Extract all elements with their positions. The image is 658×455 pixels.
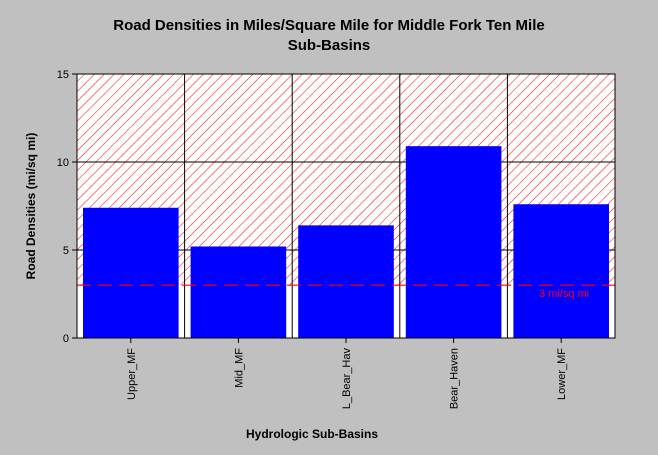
y-tick-label: 10 [57, 157, 69, 169]
bar-mid-mf [190, 246, 287, 338]
y-tick-label: 15 [57, 69, 69, 81]
x-tick-label: Mid_MF [233, 348, 245, 388]
threshold-label: 3 mi/sq mi [539, 288, 589, 300]
x-axis-ticks: Upper_MF Mid_MF L_Bear_Hav Bear_Haven Lower_… [126, 338, 568, 409]
y-axis-label: Road Densities (mi/sq mi) [24, 133, 38, 280]
y-tick-label: 0 [63, 333, 69, 345]
x-axis-label: Hydrologic Sub-Basins [246, 427, 378, 441]
x-tick-label: Upper_MF [126, 348, 138, 400]
y-axis-ticks: 0 5 10 15 [57, 69, 77, 345]
x-tick-label: L_Bear_Hav [341, 348, 353, 410]
bar-upper-mf [83, 207, 179, 338]
chart-title-line-2: Sub-Basins [288, 37, 371, 54]
bars [83, 146, 609, 338]
bar-bear-haven [405, 146, 502, 338]
bar-l-bear-hav [298, 225, 394, 338]
y-tick-label: 5 [63, 245, 69, 257]
x-tick-label: Lower_MF [556, 348, 568, 400]
chart-title-line-1: Road Densities in Miles/Square Mile for … [113, 17, 544, 34]
bar-lower-mf [513, 204, 609, 338]
x-tick-label: Bear_Haven [449, 348, 461, 409]
